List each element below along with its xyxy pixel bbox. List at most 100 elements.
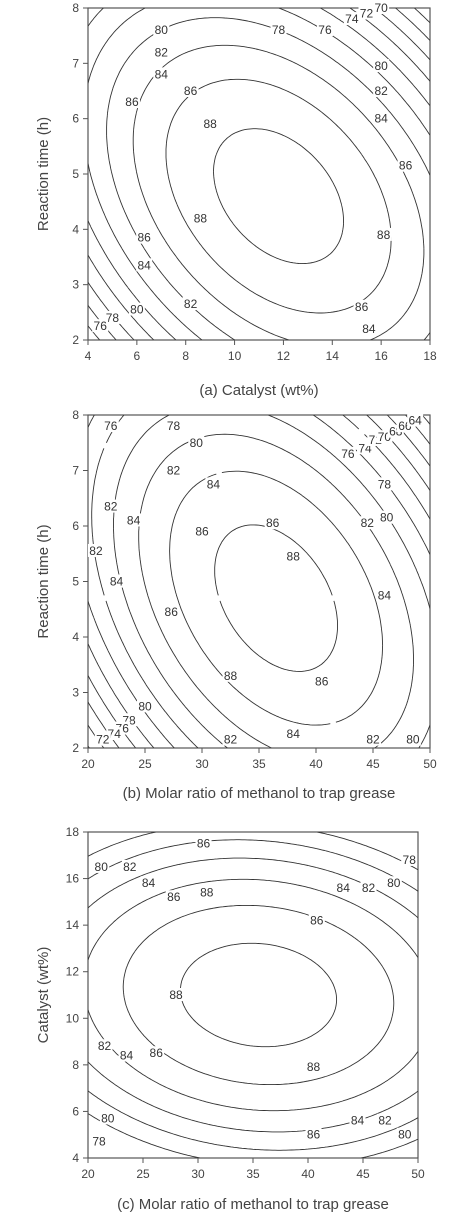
contour-label: 86 [138, 231, 152, 245]
contour-label-bg [385, 876, 402, 890]
contour-label-bg [373, 59, 390, 73]
contour-label: 84 [120, 1049, 134, 1063]
contour-label-bg [188, 435, 205, 449]
contour-label: 86 [197, 837, 211, 851]
contour-label-bg [360, 880, 377, 894]
contour-label: 86 [266, 516, 280, 530]
contour-label: 78 [272, 23, 286, 37]
y-tick-label: 2 [72, 741, 79, 755]
contour-label-bg [195, 836, 212, 850]
x-tick-label: 20 [81, 757, 95, 771]
contour-label-bg [222, 668, 239, 682]
contour-label-bg [165, 463, 182, 477]
contour-label: 80 [190, 436, 204, 450]
x-tick-label: 4 [85, 349, 92, 363]
contour-label: 82 [378, 1114, 392, 1128]
contour-label: 84 [351, 1114, 365, 1128]
contour-label-bg [93, 859, 110, 873]
contour-label: 76 [318, 23, 332, 37]
contour-label-bg [335, 880, 352, 894]
contour-label-bg [136, 230, 153, 244]
contour-label: 76 [94, 319, 108, 333]
y-tick-label: 8 [72, 1058, 79, 1072]
contour-label: 84 [374, 112, 388, 126]
contour-label-bg [125, 513, 142, 527]
contour-label-bg [397, 158, 414, 172]
contour-label: 70 [374, 1, 388, 15]
contour-label-bg [102, 419, 119, 433]
contour-label-bg [305, 1060, 322, 1074]
y-tick-label: 3 [72, 686, 79, 700]
contour-label-bg [108, 574, 125, 588]
contour-label: 86 [315, 674, 329, 688]
contour-label-bg [94, 732, 111, 746]
contour-label-bg [192, 211, 209, 225]
contour-label: 86 [399, 159, 413, 173]
contour-label: 82 [184, 297, 198, 311]
contour-label: 80 [155, 23, 169, 37]
x-tick-label: 50 [411, 1167, 425, 1181]
contour-label: 80 [387, 876, 401, 890]
y-tick-label: 5 [72, 167, 79, 181]
contour-label: 88 [194, 211, 208, 225]
contour-label-bg [375, 227, 392, 241]
contour-label: 88 [377, 228, 391, 242]
contour-label: 84 [207, 477, 221, 491]
y-tick-label: 7 [72, 56, 79, 70]
contour-label-bg [285, 549, 302, 563]
x-axis-title: (c) Molar ratio of methanol to trap grea… [117, 1196, 389, 1213]
contour-line [165, 78, 392, 314]
contour-label: 88 [203, 117, 217, 131]
contour-label: 88 [200, 886, 214, 900]
contour-label: 80 [406, 733, 420, 747]
contour-label: 74 [345, 12, 359, 26]
contour-label: 82 [167, 464, 181, 478]
contour-label: 86 [167, 890, 181, 904]
contour-label-bg [264, 516, 281, 530]
contour-label-bg [316, 23, 333, 37]
contour-label: 80 [130, 303, 144, 317]
contour-label-bg [128, 302, 145, 316]
contour-line [88, 8, 430, 340]
contour-label-bg [270, 23, 287, 37]
x-tick-label: 14 [326, 349, 340, 363]
x-tick-label: 50 [423, 757, 437, 771]
contour-lines [88, 8, 430, 340]
contour-label-bg [285, 727, 302, 741]
contour-label: 88 [307, 1060, 321, 1074]
y-tick-label: 6 [72, 1104, 79, 1118]
contour-label: 84 [337, 881, 351, 895]
x-tick-label: 25 [136, 1167, 150, 1181]
contour-label-bg [104, 310, 121, 324]
contour-label: 82 [98, 1039, 112, 1053]
y-tick-label: 5 [72, 575, 79, 589]
x-tick-label: 8 [182, 349, 189, 363]
y-tick-label: 8 [72, 408, 79, 422]
contour-label: 80 [95, 860, 109, 874]
x-tick-label: 16 [374, 349, 388, 363]
contour-line [88, 415, 430, 748]
contour-label-bg [373, 111, 390, 125]
contour-label-bg [396, 1127, 413, 1141]
contour-label: 80 [101, 1111, 115, 1125]
y-axis-title: Reaction time (h) [35, 117, 52, 231]
contour-label-bg [194, 524, 210, 538]
contour-label: 86 [310, 913, 324, 927]
contour-label-bg [339, 446, 356, 460]
contour-label-bg [102, 499, 119, 513]
x-tick-label: 20 [81, 1167, 95, 1181]
x-tick-label: 6 [134, 349, 141, 363]
contour-label-bg [148, 1046, 165, 1060]
contour-line [169, 470, 384, 726]
contour-label: 82 [89, 544, 103, 558]
x-tick-label: 25 [138, 757, 152, 771]
contour-label-bg [373, 1, 390, 14]
contour-label: 80 [380, 511, 394, 525]
y-tick-label: 14 [66, 918, 80, 932]
x-tick-label: 35 [252, 757, 266, 771]
x-tick-label: 40 [309, 757, 323, 771]
contour-label-bg [87, 543, 104, 557]
contour-line [88, 8, 430, 340]
